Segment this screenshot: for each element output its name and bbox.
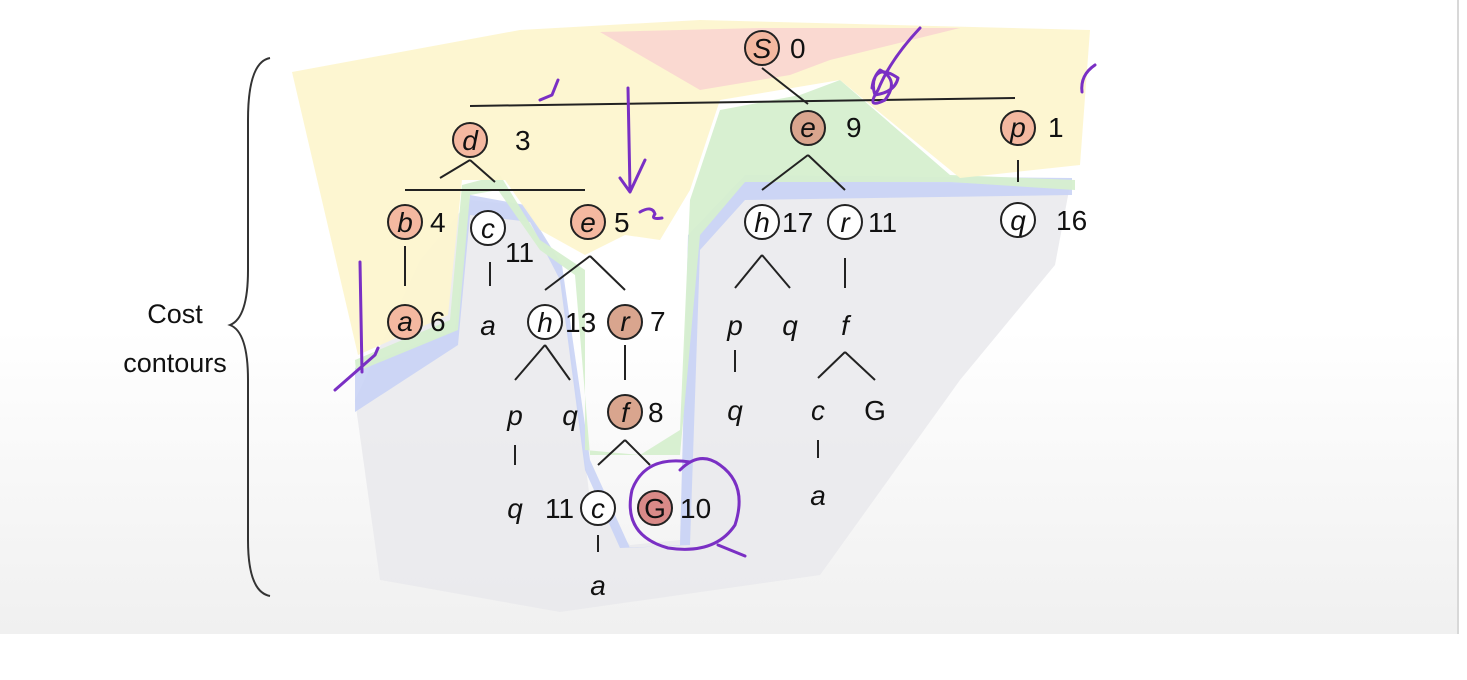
node-b-cost: 4 [430,207,446,238]
leaf-f-under-r1: f [841,310,852,341]
node-c1-letter: c [481,213,495,244]
node-h1-letter: h [754,207,770,238]
node-S-circle [744,30,780,66]
leaf-p-under-h2: p [506,400,523,431]
cost-contours [292,20,1090,612]
node-a1-circle [387,304,423,340]
leaf-c-under-f: c [811,395,825,426]
node-r1-circle [827,204,863,240]
node-e2-letter: e [580,207,596,238]
node-q1-circle [1000,202,1036,238]
node-f1-cost: 8 [648,397,664,428]
node-costs: 0 3 9 1 4 11 5 17 11 16 6 13 7 8 10 [430,33,1087,524]
node-letters: S d e p b c e h r q a h r f c G [397,33,1026,524]
leaf-G-under-f: G [864,395,886,426]
node-S-cost: 0 [790,33,806,64]
node-d-cost: 3 [515,125,531,156]
node-e1-cost: 9 [846,112,862,143]
annotation-arrow-down [618,86,647,194]
annotation-scribble-e [870,26,922,105]
node-a1-letter: a [397,306,413,337]
node-r1-cost: 11 [868,207,897,238]
slide: S d e p b c e h r q a h r f c G 0 3 9 1 … [0,0,1459,634]
node-h2-cost: 13 [565,307,596,338]
annotation-hook-right [1080,63,1097,94]
node-e1-circle [790,110,826,146]
node-h1-circle [744,204,780,240]
leaf-a-under-c3: a [810,480,826,511]
tree-nodes [387,30,1036,526]
node-f1-circle [607,394,643,430]
node-c2-letter: c [591,493,605,524]
node-e1-letter: e [800,112,816,143]
annotation-squiggle-2 [638,207,664,220]
node-c1-cost: 11 [505,237,534,268]
node-d-letter: d [462,125,479,156]
node-b-letter: b [397,207,413,238]
leaf-a-under-c2: a [590,570,606,601]
contour-green [355,80,1075,455]
node-q1-letter: q [1010,205,1026,236]
contour-red [600,28,960,90]
node-r2-letter: r [620,306,631,337]
annotation-circle-G [628,457,747,558]
tree-edges [404,67,1019,552]
node-p1-circle [1000,110,1036,146]
brace [227,57,271,597]
leaf-a-under-c: a [480,310,496,341]
node-r1-letter: r [840,207,851,238]
node-a1-cost: 6 [430,306,446,337]
node-h2-letter: h [537,307,553,338]
node-c2-circle [580,490,616,526]
contour-gray [355,180,1070,612]
leaf-q-under-h1: q [782,310,798,341]
caption-line2: contours [123,348,227,378]
leaf-q-under-h2: q [562,400,578,431]
caption-line1: Cost [147,299,203,329]
node-f1-letter: f [621,397,632,428]
annotation-tick-1 [538,78,560,102]
node-G1-cost: 10 [680,493,711,524]
node-e2-cost: 5 [614,207,630,238]
annotation-left-bracket [333,260,380,392]
search-tree-diagram: S d e p b c e h r q a h r f c G 0 3 9 1 … [123,20,1097,612]
node-G1-letter: G [644,493,666,524]
node-r2-cost: 7 [650,306,666,337]
node-q1-cost: 16 [1056,205,1087,236]
node-h2-circle [527,304,563,340]
node-p1-cost: 1 [1048,112,1064,143]
node-G1-circle [637,490,673,526]
node-e2-circle [570,204,606,240]
leaf-labels: a p q q 11 a p q q f c G a [480,310,886,601]
node-h1-cost: 17 [782,207,813,238]
node-p1-letter: p [1009,112,1026,143]
leaf-q-cost: 11 [545,493,574,524]
contour-yellow [292,20,1090,355]
node-r2-circle [607,304,643,340]
leaf-p-under-h1: p [726,310,743,341]
handwritten-annotations [333,26,1097,558]
node-c1-circle [470,210,506,246]
node-d-circle [452,122,488,158]
node-b-circle [387,204,423,240]
leaf-q-under-p1: q [727,395,743,426]
node-S-letter: S [753,33,772,64]
leaf-q-under-p: q [507,493,523,524]
